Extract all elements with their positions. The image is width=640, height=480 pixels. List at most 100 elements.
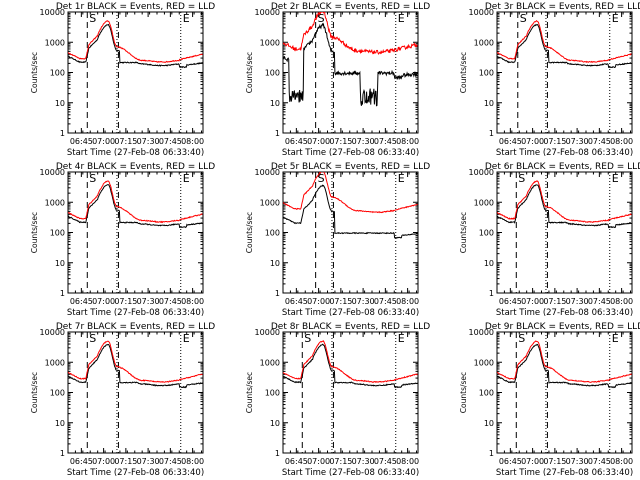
y-tick-label: 10 [270, 419, 280, 428]
x-axis-label: Start Time (27-Feb-08 06:33:40) [67, 468, 204, 478]
x-tick-label: 08:00 [610, 457, 633, 466]
plot-frame [67, 331, 204, 454]
y-axis-label: Counts/sec [459, 52, 468, 93]
y-tick-label: 10000 [255, 168, 280, 177]
series-events-line [68, 343, 203, 389]
end-marker-label: E [612, 172, 619, 185]
chart-title: Det 7r BLACK = Events, RED = LLD [56, 322, 215, 332]
x-tick-label: 07:30 [566, 457, 589, 466]
x-tick-label: 07:00 [521, 457, 544, 466]
x-tick-label: 07:00 [307, 457, 330, 466]
end-marker-label: E [183, 12, 190, 25]
plot-frame [496, 171, 633, 294]
y-axis-label: Counts/sec [30, 52, 39, 93]
y-tick-label: 10000 [469, 168, 494, 177]
plot-frame [496, 11, 633, 134]
series-lld-line [68, 180, 203, 224]
chart-panel: Det 2r BLACK = Events, RED = LLD 1 10 100 10… [245, 2, 430, 158]
series-lld-line [497, 340, 632, 383]
x-tick-label: 08:00 [396, 297, 419, 306]
x-tick-label: 07:45 [588, 297, 611, 306]
y-axis-label: Counts/sec [30, 212, 39, 253]
x-tick-label: 07:30 [137, 137, 160, 146]
y-tick-label: 100 [50, 389, 65, 398]
end-marker-label: E [612, 12, 619, 25]
x-tick-label: 07:45 [374, 457, 397, 466]
x-tick-label: 08:00 [181, 137, 204, 146]
plot-frame [282, 331, 419, 454]
series-events-line [68, 183, 203, 229]
x-tick-label: 06:45 [285, 457, 308, 466]
x-tick-label: 07:30 [352, 137, 375, 146]
y-tick-label: 100 [479, 229, 494, 238]
y-tick-label: 10 [55, 99, 65, 108]
y-tick-label: 10 [270, 259, 280, 268]
y-tick-label: 1 [60, 129, 65, 138]
x-tick-label: 07:00 [92, 297, 115, 306]
series-events-line [283, 343, 418, 389]
y-tick-label: 1000 [45, 198, 65, 207]
y-axis-label: Counts/sec [30, 372, 39, 413]
x-tick-label: 07:15 [114, 457, 137, 466]
y-tick-label: 10000 [40, 8, 65, 17]
y-tick-label: 10000 [255, 8, 280, 17]
x-axis-label: Start Time (27-Feb-08 06:33:40) [282, 148, 419, 158]
y-tick-label: 10 [55, 419, 65, 428]
x-tick-label: 07:45 [159, 457, 182, 466]
x-tick-label: 07:15 [543, 457, 566, 466]
x-tick-label: 07:45 [374, 297, 397, 306]
y-tick-label: 10000 [40, 168, 65, 177]
chart-title: Det 1r BLACK = Events, RED = LLD [56, 2, 215, 12]
series-lld-line [68, 340, 203, 383]
y-tick-label: 1000 [45, 38, 65, 47]
x-axis-label: Start Time (27-Feb-08 06:33:40) [67, 148, 204, 158]
x-tick-label: 06:45 [285, 137, 308, 146]
chart-panel: Det 7r BLACK = Events, RED = LLD 1 10 100 10… [30, 322, 215, 478]
end-marker-label: E [183, 332, 190, 345]
x-tick-label: 07:00 [92, 457, 115, 466]
x-tick-label: 07:15 [543, 137, 566, 146]
start-marker-label: S [89, 332, 96, 345]
y-tick-label: 1000 [260, 198, 280, 207]
x-tick-label: 07:15 [114, 137, 137, 146]
x-tick-label: 07:45 [159, 137, 182, 146]
y-tick-label: 1000 [260, 358, 280, 367]
y-tick-label: 10 [484, 99, 494, 108]
series-lld-line [283, 12, 418, 55]
y-tick-label: 100 [479, 389, 494, 398]
y-tick-label: 10000 [40, 328, 65, 337]
x-tick-label: 07:15 [329, 297, 352, 306]
end-marker-label: E [398, 172, 405, 185]
end-marker-label: E [183, 172, 190, 185]
y-tick-label: 100 [265, 229, 280, 238]
chart-title: Det 2r BLACK = Events, RED = LLD [271, 2, 430, 12]
x-tick-label: 07:30 [352, 457, 375, 466]
x-tick-label: 07:45 [588, 457, 611, 466]
y-tick-label: 1 [489, 289, 494, 298]
x-tick-label: 08:00 [181, 457, 204, 466]
y-axis-label: Counts/sec [245, 212, 254, 253]
x-tick-label: 07:00 [307, 297, 330, 306]
chart-panel: Det 1r BLACK = Events, RED = LLD 1 10 100 10… [30, 2, 215, 158]
y-tick-label: 10000 [255, 328, 280, 337]
start-marker-label: S [89, 12, 96, 25]
plot-frame [496, 331, 633, 454]
x-tick-label: 06:45 [70, 457, 93, 466]
x-tick-label: 07:15 [329, 457, 352, 466]
y-axis-label: Counts/sec [459, 212, 468, 253]
y-tick-label: 1 [489, 129, 494, 138]
x-tick-label: 07:30 [137, 457, 160, 466]
chart-panel: Det 6r BLACK = Events, RED = LLD 1 10 100 10… [459, 162, 640, 318]
x-tick-label: 07:00 [521, 137, 544, 146]
chart-title: Det 5r BLACK = Events, RED = LLD [271, 162, 430, 172]
y-tick-label: 100 [265, 69, 280, 78]
series-events-line [283, 22, 418, 107]
y-tick-label: 100 [265, 389, 280, 398]
start-marker-label: S [304, 332, 311, 345]
x-tick-label: 08:00 [610, 297, 633, 306]
y-tick-label: 10 [270, 99, 280, 108]
start-marker-label: S [318, 172, 325, 185]
chart-title: Det 4r BLACK = Events, RED = LLD [56, 162, 215, 172]
end-marker-label: E [398, 12, 405, 25]
